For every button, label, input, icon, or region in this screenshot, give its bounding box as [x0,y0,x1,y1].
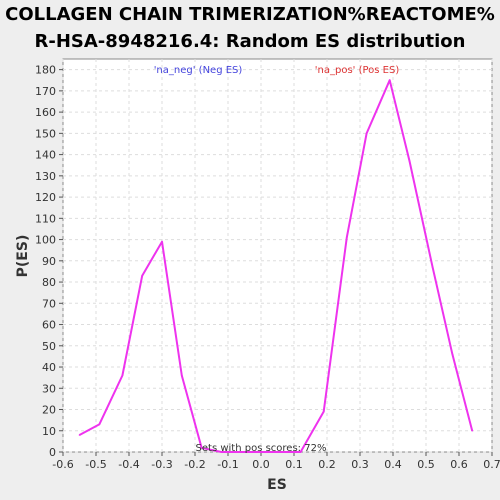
data-point [220,451,223,453]
series-line [79,79,474,453]
x-axis-label: ES [267,477,287,493]
data-point [161,240,163,243]
data-point [431,266,434,268]
y-tick-label: 50 [42,340,56,353]
x-tick-label: 0.1 [285,458,303,471]
data-point [121,374,124,377]
data-point [78,434,81,436]
x-tick-label: -0.1 [217,458,238,471]
y-tick-label: 110 [35,212,56,225]
x-tick-label: 0.5 [417,458,435,471]
chart-title-line-2: R-HSA-8948216.4: Random ES distribution [35,31,466,52]
y-tick-label: 30 [42,382,56,395]
series-layer [78,79,474,453]
data-point [346,236,348,239]
x-tick-label: 0.2 [318,458,336,471]
y-tick-label: 170 [35,85,56,98]
data-point [240,451,242,453]
y-tick-label: 0 [49,446,56,459]
data-point [408,160,411,162]
chart-title-line-1: COLLAGEN CHAIN TRIMERIZATION%REACTOME% [5,4,495,25]
y-tick-label: 160 [35,106,56,119]
x-tick-label: 0.0 [252,458,270,471]
y-tick-label: 80 [42,276,56,289]
data-point [141,274,143,277]
y-tick-label: 120 [35,191,56,204]
y-axis-ticks: 0 10 20 30 40 50 60 70 80 90 100 110 120 130 140 150 160… [35,64,63,459]
data-point [471,429,474,432]
x-tick-label: 0.4 [384,458,402,471]
data-point [388,79,391,82]
y-tick-label: 20 [42,404,56,417]
y-axis-label: P(ES) [15,235,31,278]
data-point [200,446,203,449]
x-tick-label: -0.6 [52,458,73,471]
x-tick-label: -0.4 [118,458,139,471]
data-point [322,410,325,413]
y-tick-label: 90 [42,255,56,268]
y-tick-label: 130 [35,170,56,183]
legend-entry-neg: 'na_neg' (Neg ES) [154,65,243,76]
y-tick-label: 100 [35,234,56,247]
pos-scores-annotation: Sets with pos scores: 72% [196,443,327,454]
data-point [299,451,302,453]
y-tick-label: 140 [35,149,56,162]
data-point [181,374,183,377]
x-tick-label: -0.3 [151,458,172,471]
data-point [98,423,101,426]
data-point [280,451,282,453]
data-point [451,353,454,356]
x-tick-label: -0.5 [85,458,106,471]
data-point [260,451,262,453]
x-tick-label: 0.6 [450,458,468,471]
y-tick-label: 60 [42,319,56,332]
data-point [365,132,368,135]
x-tick-label: 0.7 [483,458,500,471]
x-tick-label: 0.3 [351,458,369,471]
x-tick-label: -0.2 [184,458,205,471]
y-tick-label: 10 [42,425,56,438]
x-axis-ticks: -0.6 -0.5 -0.4 -0.3 -0.2 -0.1 0.0 0.1 0.2 0.3 0.4 0… [52,452,500,471]
plot-area [62,58,493,453]
y-tick-label: 40 [42,361,56,374]
legend-entry-pos: 'na_pos' (Pos ES) [315,65,400,76]
y-tick-label: 180 [35,64,56,77]
y-tick-label: 150 [35,127,56,140]
y-tick-label: 70 [42,297,56,310]
